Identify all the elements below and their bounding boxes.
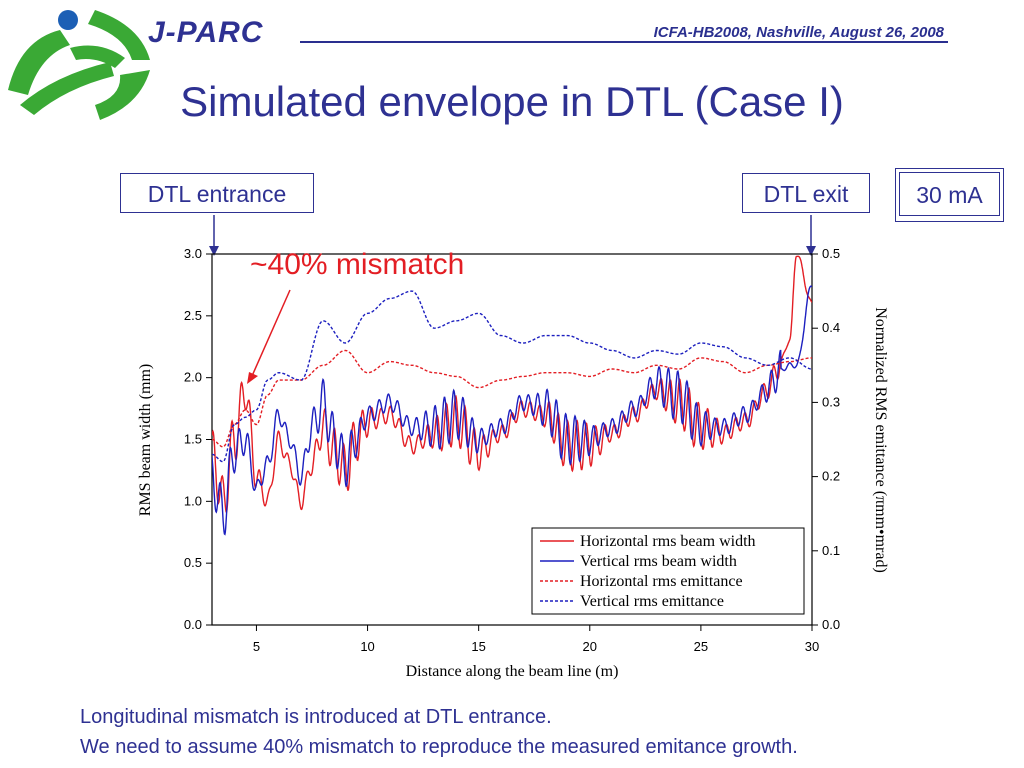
entrance-arrow-icon bbox=[209, 215, 219, 256]
series-group bbox=[212, 255, 812, 536]
right-tick-label: 0.4 bbox=[822, 320, 840, 335]
dtl-exit-label: DTL exit bbox=[742, 173, 870, 213]
x-tick-label: 30 bbox=[805, 639, 819, 654]
footer-line-2: We need to assume 40% mismatch to reprod… bbox=[80, 736, 798, 758]
legend-label: Vertical rms emittance bbox=[580, 593, 724, 610]
right-axis: 0.0 0.1 0.2 0.3 0.4 0.5 bbox=[812, 246, 840, 632]
dtl-entrance-label: DTL entrance bbox=[120, 173, 314, 213]
page-title: Simulated envelope in DTL (Case I) bbox=[180, 78, 844, 125]
legend-label: Vertical rms beam width bbox=[580, 553, 737, 570]
right-tick-label: 0.0 bbox=[822, 617, 840, 632]
x-tick-label: 5 bbox=[253, 639, 260, 654]
right-tick-label: 0.3 bbox=[822, 394, 840, 409]
right-tick-label: 0.5 bbox=[822, 246, 840, 261]
x-axis-label: Distance along the beam line (m) bbox=[406, 663, 619, 680]
y-axis-label: RMS beam width (mm) bbox=[137, 364, 154, 516]
x-tick-label: 15 bbox=[471, 639, 485, 654]
logo-emblem-icon bbox=[8, 10, 150, 120]
logo-text: J-PARC bbox=[148, 16, 264, 49]
legend: Horizontal rms beam width Vertical rms be… bbox=[531, 527, 805, 615]
mismatch-label: ~40% mismatch bbox=[250, 248, 465, 281]
beam-current-box: 30 mA bbox=[895, 168, 1004, 222]
left-tick-label: 2.5 bbox=[184, 308, 202, 323]
series-line-2 bbox=[212, 349, 812, 448]
conference-label: ICFA-HB2008, Nashville, August 26, 2008 bbox=[653, 24, 944, 41]
beam-current-label: 30 mA bbox=[899, 172, 1000, 216]
y2-axis-label: Normalized RMS emittance (πmm•mrad) bbox=[872, 307, 889, 573]
left-tick-label: 3.0 bbox=[184, 246, 202, 261]
jparc-logo: J-PARC bbox=[8, 10, 264, 120]
x-axis: 5 10 15 20 25 30 bbox=[253, 625, 819, 654]
legend-label: Horizontal rms beam width bbox=[580, 533, 756, 550]
left-tick-label: 0.5 bbox=[184, 555, 202, 570]
exit-arrow-icon bbox=[806, 215, 816, 256]
x-tick-label: 20 bbox=[583, 639, 597, 654]
left-tick-label: 1.0 bbox=[184, 493, 202, 508]
x-tick-label: 25 bbox=[694, 639, 708, 654]
header-rule bbox=[300, 41, 948, 43]
right-tick-label: 0.2 bbox=[822, 469, 840, 484]
series-line-3 bbox=[212, 290, 812, 463]
right-tick-label: 0.1 bbox=[822, 543, 840, 558]
mismatch-arrow-icon bbox=[247, 289, 291, 384]
left-axis: 0.0 0.5 1.0 1.5 2.0 2.5 3.0 bbox=[184, 246, 212, 632]
legend-label: Horizontal rms emittance bbox=[580, 573, 743, 590]
left-tick-label: 2.0 bbox=[184, 370, 202, 385]
footer-line-1: Longitudinal mismatch is introduced at D… bbox=[80, 706, 552, 728]
x-tick-label: 10 bbox=[360, 639, 374, 654]
left-tick-label: 1.5 bbox=[184, 432, 202, 447]
series-line-1 bbox=[212, 285, 812, 536]
left-tick-label: 0.0 bbox=[184, 617, 202, 632]
